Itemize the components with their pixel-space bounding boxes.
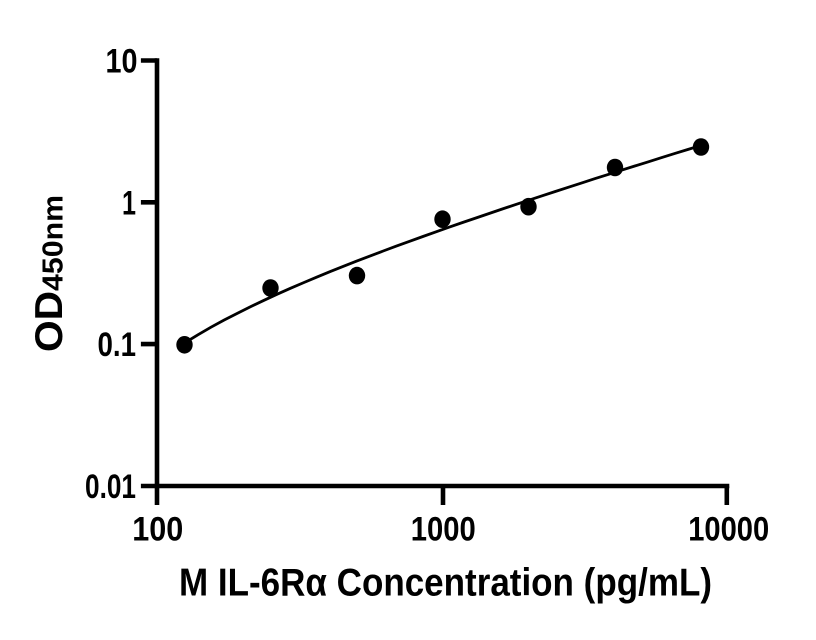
svg-text:M IL-6Rα Concentration (pg/mL): M IL-6Rα Concentration (pg/mL) — [179, 562, 712, 605]
svg-text:10: 10 — [106, 43, 138, 81]
svg-text:1000: 1000 — [411, 510, 476, 548]
svg-text:10000: 10000 — [688, 510, 769, 548]
svg-text:0.01: 0.01 — [85, 468, 136, 506]
svg-text:0.1: 0.1 — [98, 326, 137, 364]
svg-text:1: 1 — [122, 184, 136, 222]
svg-text:100: 100 — [132, 510, 183, 548]
